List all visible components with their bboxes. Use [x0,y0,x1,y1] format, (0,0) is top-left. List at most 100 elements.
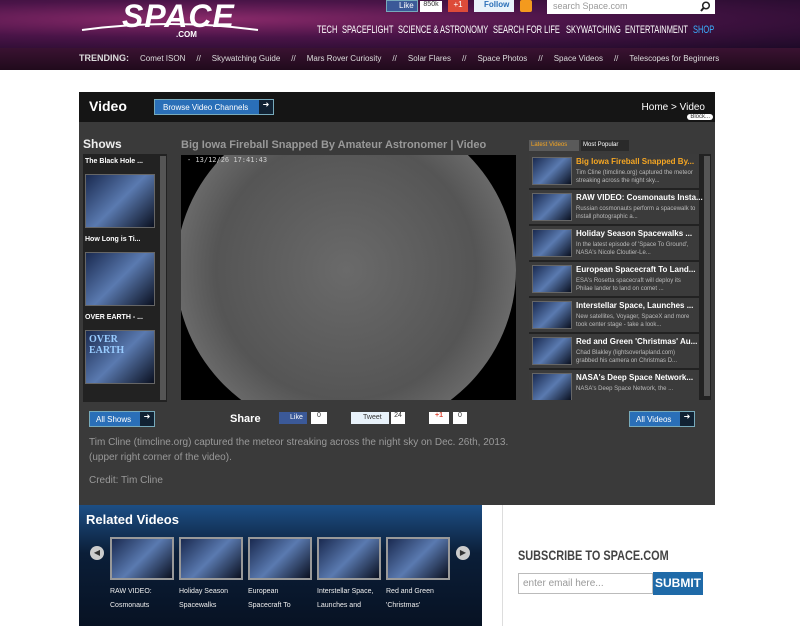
search-box[interactable]: search Space.com [547,0,715,14]
video-list-item[interactable]: RAW VIDEO: Cosmonauts Insta... Russian co… [529,190,703,225]
logo[interactable]: SPACE [122,0,235,34]
trending-item[interactable]: Space Photos [477,54,528,63]
related-thumb[interactable] [248,537,312,580]
video-list-title: Interstellar Space, Launches ... [576,301,694,310]
video-list-item[interactable]: Red and Green 'Christmas' Au... Chad Blak… [529,334,699,369]
video-list: Big Iowa Fireball Snapped By... Tim Cline… [529,154,711,400]
divider [502,505,503,626]
video-list-description: NASA's Deep Space Network, the ... [576,386,674,392]
search-placeholder: search Space.com [553,1,628,11]
share-tweet[interactable]: Tweet [351,412,389,424]
related-caption[interactable]: Red and Green [386,588,434,595]
block-tag[interactable]: Block... [687,114,713,120]
video-list-description: ESA's Rosetta spacecraft will deploy its… [576,278,681,292]
related-caption[interactable]: European [248,588,279,595]
related-section: Related Videos ◀ ▶ RAW VIDEO: Cosmonauts H… [79,505,482,626]
video-thumb [532,265,572,293]
trending-separator: // [538,54,543,63]
show-title[interactable]: The Black Hole ... [85,158,143,165]
rss-icon[interactable] [520,0,532,12]
video-list-item[interactable]: European Spacecraft To Land... ESA's Rose… [529,262,699,297]
tab-popular[interactable]: Most Popular [581,140,629,151]
related-caption[interactable]: Launches and [317,602,361,609]
gplus[interactable]: +1 [448,0,468,12]
next-arrow[interactable]: ▶ [456,546,470,560]
email-input[interactable]: enter email here... [518,573,653,594]
video-list-item[interactable]: Big Iowa Fireball Snapped By... Tim Cline… [529,154,699,189]
nav-item[interactable]: SCIENCE & ASTRONOMY [398,24,489,36]
related-thumb[interactable] [317,537,381,580]
video-thumb [532,229,572,257]
trending-separator: // [613,54,619,63]
search-icon[interactable] [700,1,711,12]
timestamp: - 13/12/26 17:41:43 [187,156,268,164]
video-list-title: Red and Green 'Christmas' Au... [576,337,698,346]
twitter-follow[interactable]: Follow [474,0,514,12]
show-thumb[interactable] [85,174,155,228]
scrollbar[interactable] [704,156,710,396]
all-videos-label: All Videos [636,415,672,424]
related-caption[interactable]: Holiday Season [179,588,229,595]
related-caption[interactable]: 'Christmas' [386,602,421,609]
scrollbar[interactable] [160,156,166,400]
like-count: 850k [420,1,442,12]
video-list-title: Holiday Season Spacewalks ... [576,229,693,238]
trending-list: TRENDING: Comet ISON // Skywatching Guide /… [79,53,720,63]
nav-item[interactable]: TECH [317,24,338,36]
all-shows-label: All Shows [96,415,132,424]
video-list-title: RAW VIDEO: Cosmonauts Insta... [576,193,703,202]
video-list-item[interactable]: Holiday Season Spacewalks ... In the late… [529,226,699,261]
video-list-item[interactable]: NASA's Deep Space Network... NASA's Deep … [529,370,699,400]
related-caption[interactable]: Interstellar Space, [317,588,374,595]
video-thumb [532,373,572,400]
browse-button[interactable]: Browse Video Channels ➜ [154,99,274,115]
submit-button[interactable]: SUBMIT [653,572,703,595]
trending-item[interactable]: Comet ISON [140,54,186,63]
video-caption: Tim Cline (timcline.org) captured the me… [89,437,509,463]
header: SPACE .COM Like 850k +1 Follow search Sp… [0,0,800,48]
trending-separator: // [196,54,201,63]
fb-like[interactable]: Like [386,0,418,12]
show-thumb[interactable]: OVER EARTH [85,330,155,384]
related-thumb[interactable] [386,537,450,580]
nav-item[interactable]: SHOP [693,24,715,36]
thumb-text: OVER EARTH [89,334,125,356]
logo-sub: .COM [176,30,197,39]
related-caption[interactable]: Spacecraft To [248,602,291,609]
prev-arrow[interactable]: ◀ [90,546,104,560]
trending-item[interactable]: Solar Flares [407,54,451,63]
subscribe-title: SUBSCRIBE TO SPACE.COM [518,547,669,563]
video-list-item[interactable]: Interstellar Space, Launches ... New sate… [529,298,699,333]
show-title[interactable]: OVER EARTH - ... [85,314,143,321]
share-gplus[interactable]: +1 [429,412,449,424]
nav-item[interactable]: SPACEFLIGHT [342,24,394,36]
related-caption[interactable]: Cosmonauts [110,602,150,609]
logo-swoosh [81,23,259,31]
trending-item[interactable]: Space Videos [553,54,603,63]
nav-item[interactable]: ENTERTAINMENT [625,24,688,36]
trending-separator: // [392,54,397,63]
related-caption[interactable]: RAW VIDEO: [110,588,152,595]
share-like[interactable]: Like [279,412,307,424]
show-title[interactable]: How Long is Ti... [85,236,141,243]
trending-item[interactable]: Mars Rover Curiosity [306,54,382,63]
all-shows-button[interactable]: All Shows ➜ [89,411,155,427]
browse-label: Browse Video Channels [163,103,249,112]
breadcrumb[interactable]: Home > Video [641,102,705,113]
trending-label: TRENDING: [79,53,129,63]
tab-latest[interactable]: Latest Videos [529,140,579,151]
nav-item[interactable]: SKYWATCHING [566,24,621,36]
related-title: Related Videos [86,512,179,527]
related-thumb[interactable] [179,537,243,580]
trending-bar: TRENDING: Comet ISON // Skywatching Guide /… [0,48,800,70]
video-player[interactable]: - 13/12/26 17:41:43 [181,155,516,400]
trending-item[interactable]: Telescopes for Beginners [629,54,720,63]
video-list-description: Tim Cline (timcline.org) captured the me… [576,170,693,184]
related-caption[interactable]: Spacewalks [179,602,217,609]
video-credit: Credit: Tim Cline [89,475,163,486]
show-thumb[interactable] [85,252,155,306]
trending-item[interactable]: Skywatching Guide [211,54,281,63]
related-thumb[interactable] [110,537,174,580]
all-videos-button[interactable]: All Videos ➜ [629,411,695,427]
nav-item[interactable]: SEARCH FOR LIFE [493,24,560,36]
